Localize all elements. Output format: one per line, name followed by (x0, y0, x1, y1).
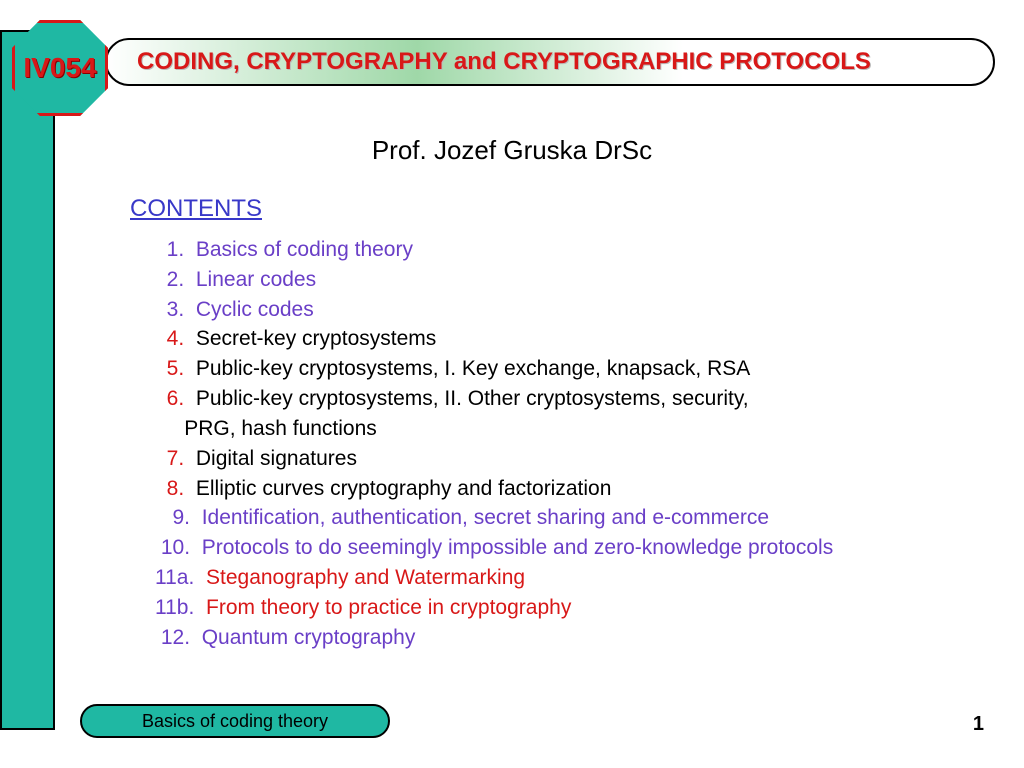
page-number: 1 (973, 713, 984, 736)
list-item: 2. Linear codes (155, 265, 833, 295)
item-text: Steganography and Watermarking (206, 566, 525, 589)
item-number: 1. (155, 238, 184, 261)
list-item: 10. Protocols to do seemingly impossible… (155, 533, 833, 563)
item-text: Elliptic curves cryptography and factori… (196, 477, 612, 500)
title-bar: CODING, CRYPTOGRAPHY and CRYPTOGRAPHIC P… (105, 38, 995, 86)
list-item: 6. Public-key cryptosystems, II. Other c… (155, 384, 833, 414)
course-code: IV054 (23, 52, 96, 84)
page-title: CODING, CRYPTOGRAPHY and CRYPTOGRAPHIC P… (137, 48, 871, 76)
list-item: 1. Basics of coding theory (155, 235, 833, 265)
item-number: 11b. (155, 596, 194, 619)
item-number: 12. (155, 626, 190, 649)
item-text: Basics of coding theory (196, 238, 413, 261)
item-text: Digital signatures (196, 447, 357, 470)
item-number (155, 417, 184, 440)
item-number: 5. (155, 357, 184, 380)
item-number: 6. (155, 387, 184, 410)
item-text: Quantum cryptography (202, 626, 416, 649)
item-text: Linear codes (196, 268, 316, 291)
list-item: 11a. Steganography and Watermarking (155, 563, 833, 593)
item-text: Secret-key cryptosystems (196, 327, 436, 350)
item-text: Identification, authentication, secret s… (202, 506, 769, 529)
item-number: 11a. (155, 566, 194, 589)
item-number: 3. (155, 298, 184, 321)
contents-heading: CONTENTS (130, 195, 262, 223)
item-number: 2. (155, 268, 184, 291)
list-item: 11b. From theory to practice in cryptogr… (155, 593, 833, 623)
item-text: Cyclic codes (196, 298, 314, 321)
item-number: 4. (155, 327, 184, 350)
item-number: 7. (155, 447, 184, 470)
author-line: Prof. Jozef Gruska DrSc (0, 135, 1024, 166)
item-text: Public-key cryptosystems, II. Other cryp… (196, 387, 749, 410)
list-item: 5. Public-key cryptosystems, I. Key exch… (155, 354, 833, 384)
list-item: PRG, hash functions (155, 414, 833, 444)
item-number: 8. (155, 477, 184, 500)
list-item: 12. Quantum cryptography (155, 623, 833, 653)
item-number: 9. (155, 506, 190, 529)
item-text: Protocols to do seemingly impossible and… (202, 536, 834, 559)
item-text: From theory to practice in cryptography (206, 596, 571, 619)
list-item: 4. Secret-key cryptosystems (155, 324, 833, 354)
list-item: 8. Elliptic curves cryptography and fact… (155, 474, 833, 504)
item-number: 10. (155, 536, 190, 559)
item-text: Public-key cryptosystems, I. Key exchang… (196, 357, 750, 380)
list-item: 9. Identification, authentication, secre… (155, 503, 833, 533)
list-item: 3. Cyclic codes (155, 295, 833, 325)
footer-chapter-pill: Basics of coding theory (80, 704, 390, 738)
list-item: 7. Digital signatures (155, 444, 833, 474)
item-text: PRG, hash functions (184, 417, 377, 440)
footer-chapter-label: Basics of coding theory (142, 711, 328, 732)
contents-list: 1. Basics of coding theory 2. Linear cod… (155, 235, 833, 652)
course-badge: IV054 (12, 20, 108, 116)
